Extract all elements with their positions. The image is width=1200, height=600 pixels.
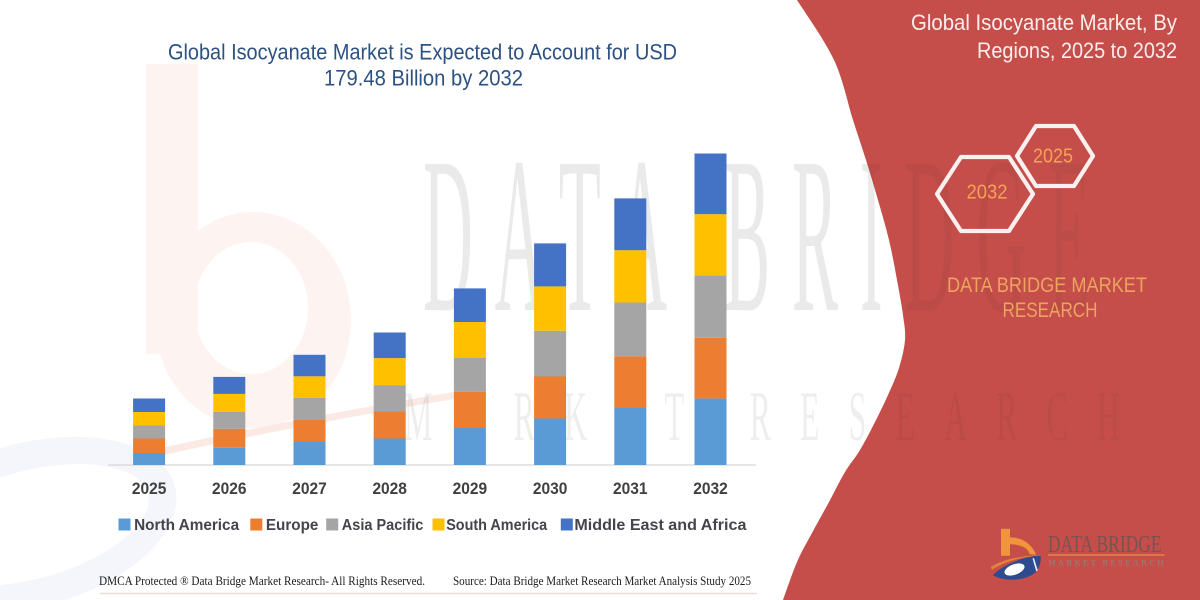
svg-text:2025: 2025 (1033, 146, 1073, 168)
svg-text:2025: 2025 (132, 480, 167, 498)
svg-text:2026: 2026 (212, 480, 247, 498)
svg-text:Global Isocyanate Market, By: Global Isocyanate Market, By (911, 10, 1177, 35)
svg-text:2031: 2031 (613, 480, 648, 498)
svg-text:Source: Data Bridge Market Res: Source: Data Bridge Market Research Mark… (453, 574, 751, 588)
svg-text:2027: 2027 (292, 480, 327, 498)
svg-text:2028: 2028 (372, 480, 407, 498)
svg-text:DATA BRIDGE: DATA BRIDGE (1048, 531, 1162, 558)
svg-text:North America: North America (134, 517, 239, 534)
svg-text:South America: South America (446, 517, 547, 534)
svg-text:Regions, 2025 to 2032: Regions, 2025 to 2032 (977, 38, 1177, 63)
svg-text:Asia Pacific: Asia Pacific (342, 517, 424, 534)
svg-text:2032: 2032 (693, 480, 728, 498)
svg-text:2030: 2030 (533, 480, 568, 498)
svg-text:2029: 2029 (453, 480, 488, 498)
svg-text:MARKET RESEARCH: MARKET RESEARCH (1048, 558, 1164, 568)
svg-text:2032: 2032 (967, 182, 1008, 204)
svg-text:Middle East and Africa: Middle East and Africa (574, 517, 746, 534)
svg-text:179.48 Billion by 2032: 179.48 Billion by 2032 (324, 65, 523, 90)
svg-text:Europe: Europe (266, 517, 319, 534)
svg-text:DMCA Protected ® Data Bridge M: DMCA Protected ® Data Bridge Market Rese… (99, 574, 425, 588)
svg-text:DATA BRIDGE MARKET: DATA BRIDGE MARKET (947, 274, 1147, 297)
svg-text:Global Isocyanate Market is Ex: Global Isocyanate Market is Expected to … (168, 40, 677, 65)
svg-text:RESEARCH: RESEARCH (1003, 299, 1098, 322)
